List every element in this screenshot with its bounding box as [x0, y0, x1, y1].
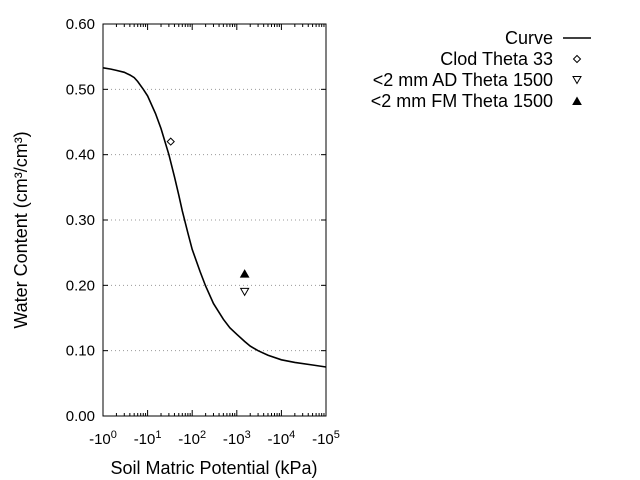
- legend-marker-swatch: [572, 76, 582, 85]
- y-tick-label: 0.50: [66, 81, 95, 98]
- legend-marker-swatch: [572, 54, 582, 64]
- y-axis: 0.00 0.10 0.20 0.30 0.40 0.50 0.60: [66, 16, 326, 425]
- legend-label: <2 mm AD Theta 1500: [373, 70, 553, 90]
- y-tick-label: 0.20: [66, 277, 95, 294]
- x-tick-base: -10: [223, 431, 245, 448]
- x-tick-label: -104: [267, 429, 295, 448]
- x-tick-label: -101: [134, 429, 162, 448]
- x-tick-base: -10: [134, 431, 156, 448]
- x-tick-exponent: 5: [334, 429, 340, 441]
- y-tick-label: 0.00: [66, 408, 95, 425]
- x-tick-label: -100: [89, 429, 117, 448]
- legend-marker-swatch: [572, 96, 582, 105]
- x-tick-base: -10: [312, 431, 334, 448]
- data-point: [239, 269, 250, 278]
- legend-label: <2 mm FM Theta 1500: [371, 91, 553, 111]
- x-axis-title: Soil Matric Potential (kPa): [110, 458, 317, 478]
- data-point: [166, 137, 175, 146]
- x-tick-base: -10: [267, 431, 289, 448]
- x-tick-exponent: 4: [289, 429, 295, 441]
- y-tick-label: 0.30: [66, 212, 95, 229]
- x-tick-label: -103: [223, 429, 251, 448]
- x-axis: -100 -101 -102 -103 -104 -105: [89, 24, 340, 448]
- x-tick-exponent: 2: [200, 429, 206, 441]
- gridlines: [103, 88, 326, 352]
- x-tick-exponent: 0: [111, 429, 117, 441]
- x-tick-base: -10: [178, 431, 200, 448]
- y-axis-title: Water Content (cm³/cm³): [11, 131, 31, 328]
- data-point: [239, 287, 250, 297]
- series: [102, 67, 327, 368]
- x-tick-exponent: 3: [245, 429, 251, 441]
- y-tick-label: 0.60: [66, 16, 95, 33]
- x-tick-exponent: 1: [155, 429, 161, 441]
- y-tick-label: 0.40: [66, 147, 95, 164]
- legend-label: Curve: [505, 28, 553, 48]
- curve-line: [102, 67, 327, 368]
- x-tick-base: -10: [89, 431, 111, 448]
- x-tick-label: -102: [178, 429, 206, 448]
- legend-label: Clod Theta 33: [440, 49, 553, 69]
- plot-area-frame: [102, 23, 327, 417]
- x-tick-label: -105: [312, 429, 340, 448]
- y-tick-label: 0.10: [66, 343, 95, 360]
